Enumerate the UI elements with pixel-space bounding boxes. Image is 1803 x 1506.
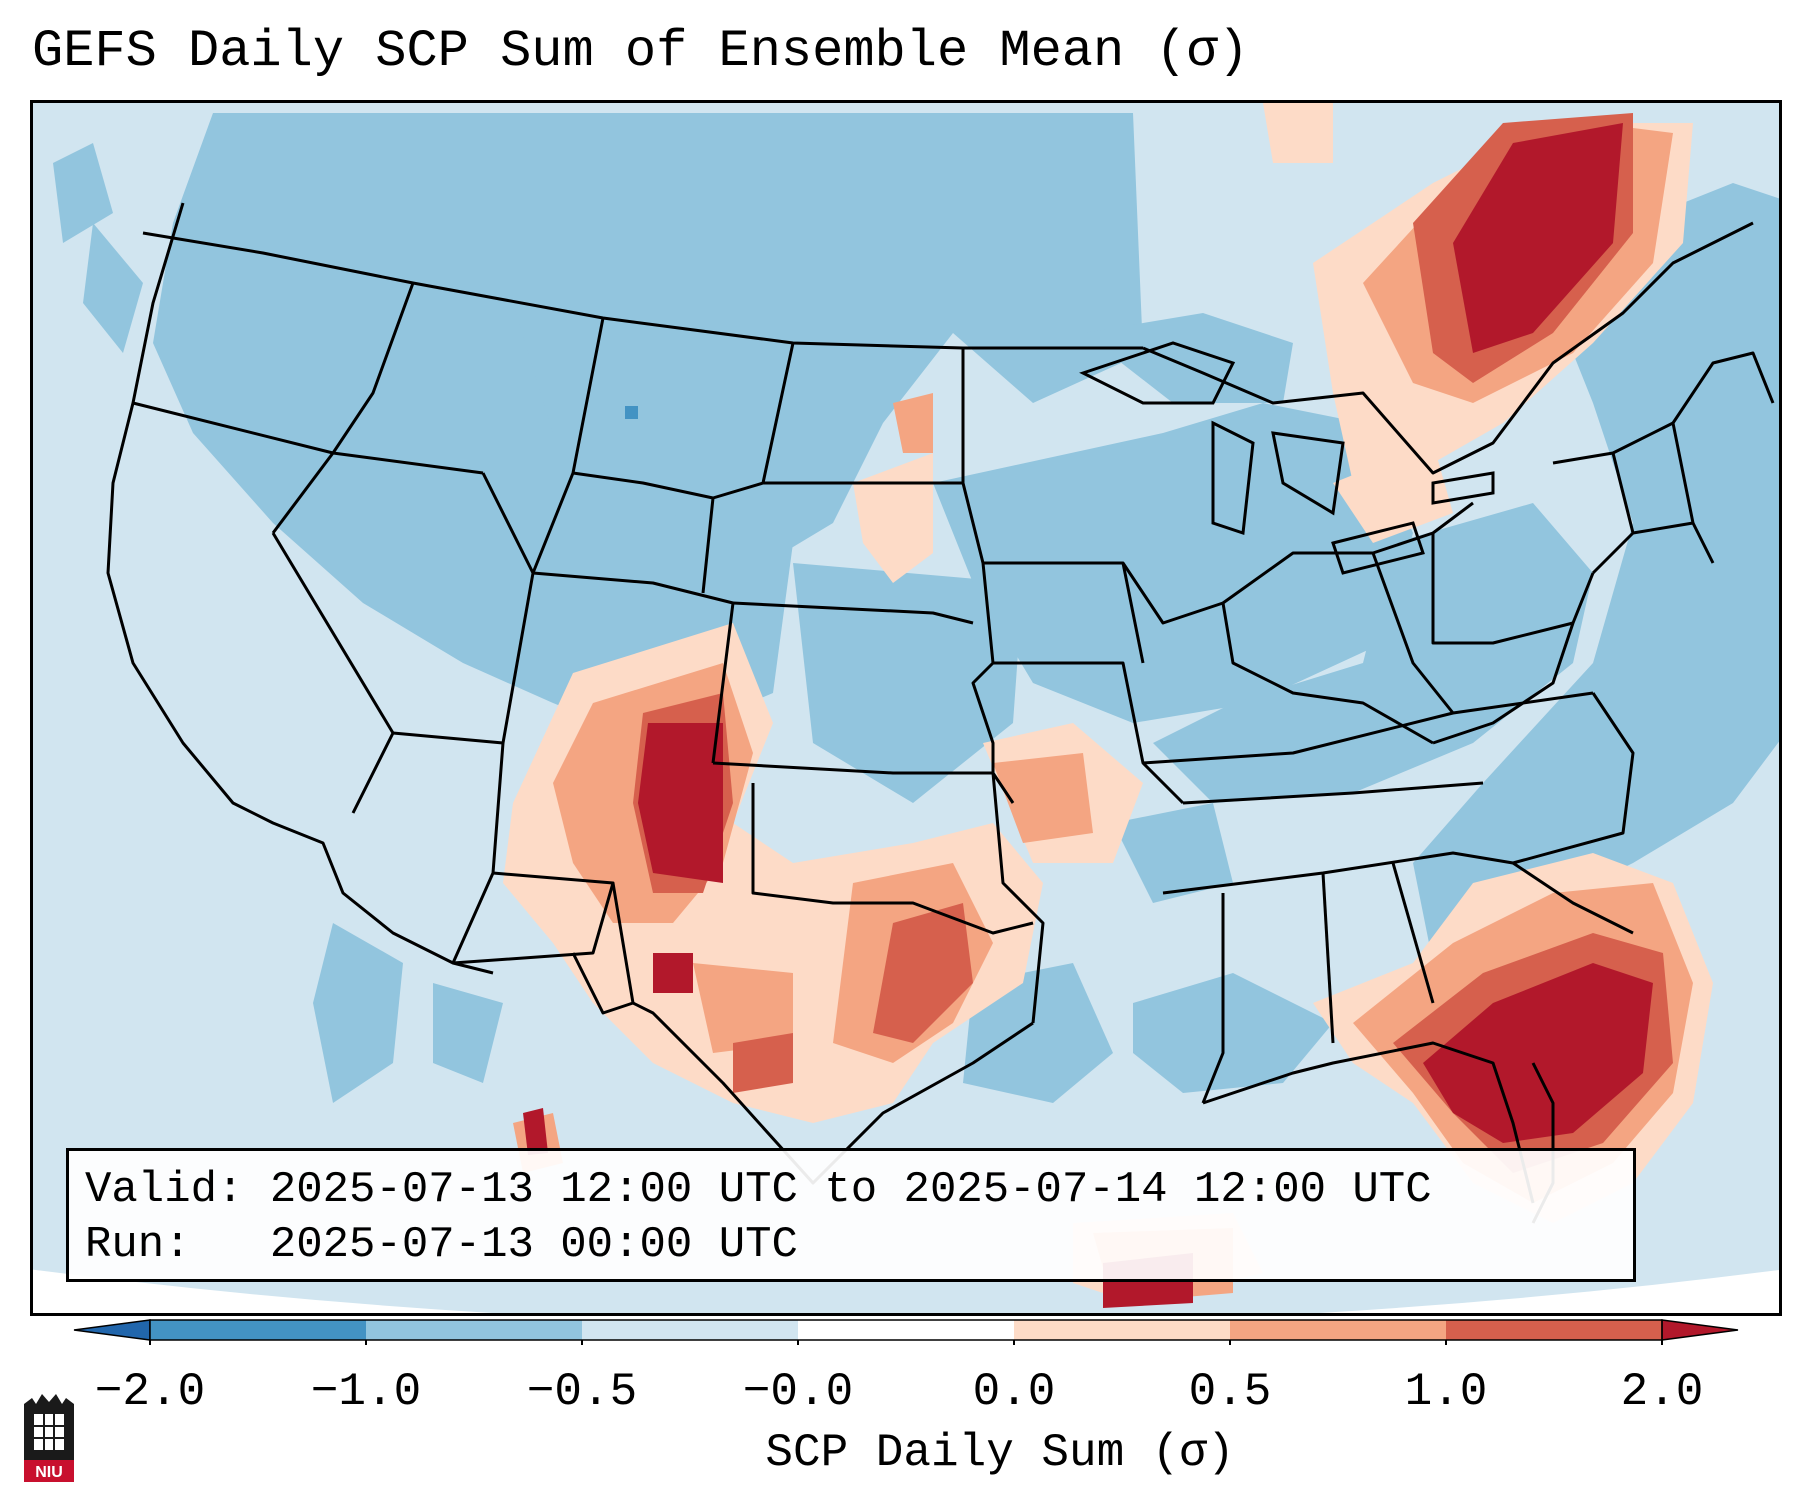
map-title: GEFS Daily SCP Sum of Ensemble Mean (σ) [32, 22, 1249, 81]
colorbar-tick-label: 2.0 [1620, 1366, 1704, 1418]
colorbar-tick-label: 1.0 [1404, 1366, 1488, 1418]
state-boundaries [106, 202, 1775, 1224]
colorbar-segment-5 [1230, 1320, 1446, 1340]
colorbar-segment-2 [582, 1320, 798, 1340]
colorbar [73, 1319, 1739, 1345]
colorbar-under-extension [73, 1319, 151, 1341]
pacific-coast [106, 202, 494, 975]
colorbar-over-extension [1661, 1319, 1739, 1341]
lake-superior [1079, 341, 1236, 405]
niu-logo-icon: NIU [24, 1394, 74, 1482]
lake-ontario [1431, 471, 1495, 505]
colorbar-segment-4 [1014, 1320, 1230, 1340]
map-panel [30, 100, 1782, 1316]
colorbar-tick-label: −0.5 [526, 1366, 638, 1418]
colorbar-label: SCP Daily Sum (σ) [765, 1427, 1235, 1479]
colorbar-segment-6 [1446, 1320, 1662, 1340]
map-canvas [33, 103, 1779, 1313]
validity-info-box: Valid: 2025-07-13 12:00 UTC to 2025-07-1… [66, 1148, 1636, 1282]
colorbar-segment-0 [150, 1320, 366, 1340]
strong-negative-cell [625, 406, 638, 419]
run-time-text: Run: 2025-07-13 00:00 UTC [85, 1220, 798, 1270]
colorbar-outline [149, 1319, 1663, 1341]
lake-huron [1271, 431, 1345, 516]
lake-erie [1331, 521, 1425, 575]
us-canada-border-east [1142, 221, 1754, 475]
niu-logo-text: NIU [35, 1464, 63, 1481]
negative-anomaly-regions [53, 113, 1779, 1103]
colorbar-tick-label: 0.5 [1188, 1366, 1272, 1418]
colorbar-tick-label: −0.0 [742, 1366, 854, 1418]
valid-time-text: Valid: 2025-07-13 12:00 UTC to 2025-07-1… [85, 1165, 1432, 1215]
colorbar-tick-label: −2.0 [94, 1366, 206, 1418]
colorbar-segment-1 [366, 1320, 582, 1340]
great-lakes [1079, 341, 1495, 575]
colorbar-segment-3 [798, 1320, 1014, 1340]
colorbar-ticks [149, 1340, 1663, 1345]
colorbar-tick-label: −1.0 [310, 1366, 422, 1418]
lake-michigan [1211, 420, 1255, 536]
colorbar-tick-label: 0.0 [972, 1366, 1056, 1418]
